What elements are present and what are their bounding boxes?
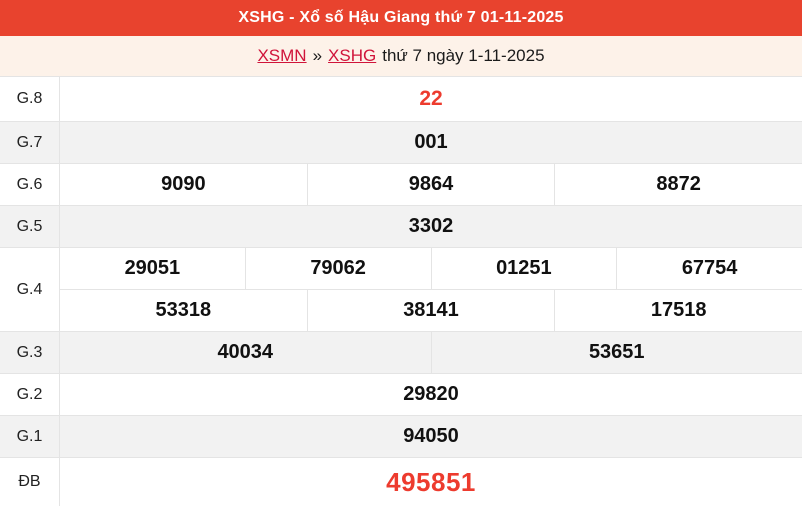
breadcrumb: XSMN » XSHG thứ 7 ngày 1-11-2025 bbox=[0, 36, 802, 76]
prize-row-g5: G.5 3302 bbox=[0, 206, 802, 248]
prize-value-g6-2: 9864 bbox=[308, 164, 556, 205]
prize-value-g4-5: 53318 bbox=[60, 290, 308, 331]
prize-row-db: ĐB 495851 bbox=[0, 458, 802, 506]
breadcrumb-date: thứ 7 ngày 1-11-2025 bbox=[382, 46, 545, 65]
prize-value-g6-3: 8872 bbox=[656, 173, 701, 195]
prize-value-g4-2: 79062 bbox=[246, 248, 432, 289]
breadcrumb-separator: » bbox=[312, 46, 323, 65]
prize-row-g1: G.1 94050 bbox=[0, 416, 802, 458]
breadcrumb-link-xsmn[interactable]: XSMN bbox=[257, 46, 307, 65]
prize-label-g7: G.7 bbox=[0, 122, 60, 163]
prize-row-g6: G.6 9090 9864 8872 bbox=[0, 164, 802, 206]
prize-value-g4-4: 67754 bbox=[681, 257, 738, 279]
prize-row-g7: G.7 001 bbox=[0, 122, 802, 164]
prize-value-db: 495851 bbox=[386, 466, 476, 497]
results-table: G.8 22 G.7 001 G.6 9090 9864 8872 G.5 33… bbox=[0, 76, 802, 506]
prize-label-g1: G.1 bbox=[0, 416, 60, 457]
prize-label-g2: G.2 bbox=[0, 374, 60, 415]
prize-value-g6-1: 9090 bbox=[60, 164, 308, 205]
prize-value-g4-6: 38141 bbox=[308, 290, 556, 331]
prize-value-g7: 001 bbox=[414, 131, 448, 153]
prize-value-g3-1: 40034 bbox=[60, 332, 432, 373]
prize-label-db: ĐB bbox=[0, 458, 60, 506]
prize-value-g4-3: 01251 bbox=[432, 248, 618, 289]
prize-row-g3: G.3 40034 53651 bbox=[0, 332, 802, 374]
page-title: XSHG - Xổ số Hậu Giang thứ 7 01-11-2025 bbox=[238, 9, 564, 26]
prize-row-g2: G.2 29820 bbox=[0, 374, 802, 416]
prize-label-g4: G.4 bbox=[0, 248, 60, 331]
prize-value-g5: 3302 bbox=[408, 215, 454, 237]
prize-row-g8: G.8 22 bbox=[0, 77, 802, 122]
prize-row-g4: G.4 29051 79062 01251 67754 53318 38141 … bbox=[0, 248, 802, 332]
breadcrumb-link-xshg[interactable]: XSHG bbox=[328, 46, 377, 65]
prize-label-g6: G.6 bbox=[0, 164, 60, 205]
prize-value-g2: 29820 bbox=[403, 383, 459, 405]
prize-value-g3-2: 53651 bbox=[588, 341, 645, 363]
prize-label-g8: G.8 bbox=[0, 77, 60, 121]
prize-value-g8: 22 bbox=[419, 87, 443, 110]
prize-value-g1: 94050 bbox=[403, 425, 459, 447]
title-bar: XSHG - Xổ số Hậu Giang thứ 7 01-11-2025 bbox=[0, 0, 802, 36]
prize-label-g5: G.5 bbox=[0, 206, 60, 247]
prize-value-g4-7: 17518 bbox=[650, 299, 707, 321]
prize-label-g3: G.3 bbox=[0, 332, 60, 373]
prize-value-g4-1: 29051 bbox=[60, 248, 246, 289]
